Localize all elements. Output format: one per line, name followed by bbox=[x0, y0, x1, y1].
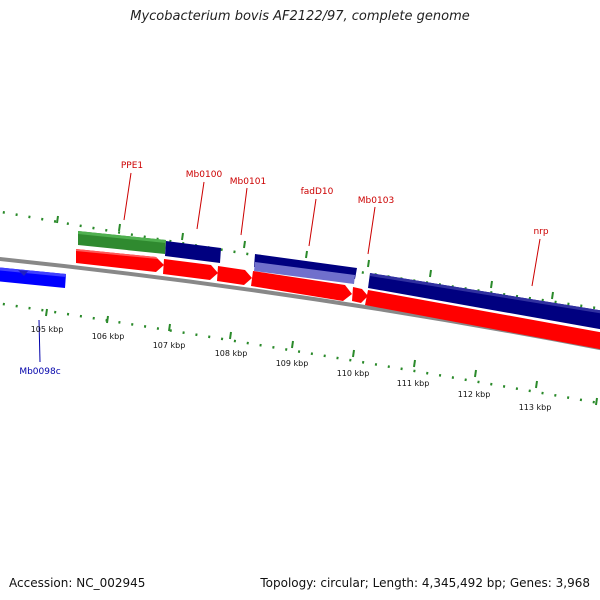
outer-major-tick bbox=[181, 232, 184, 241]
cds-forward-mb0103[interactable] bbox=[352, 287, 368, 303]
gene-label-mb0100[interactable]: Mb0100 bbox=[186, 170, 223, 180]
outer-major-tick bbox=[56, 215, 59, 224]
gene-label-ppe1[interactable]: PPE1 bbox=[121, 161, 143, 171]
gene-label-mb0098c[interactable]: Mb0098c bbox=[19, 367, 60, 377]
accession-label: Accession: NC_002945 bbox=[9, 576, 146, 590]
blast-hit-purple[interactable] bbox=[254, 262, 355, 284]
cds-forward-mb0101[interactable] bbox=[217, 266, 252, 285]
blast-hit-green[interactable] bbox=[78, 231, 166, 254]
leader-mb0098c bbox=[38, 319, 41, 363]
map-title: Mycobacterium bovis AF2122/97, complete … bbox=[130, 9, 470, 24]
gene-label-mb0103[interactable]: Mb0103 bbox=[358, 196, 394, 206]
forward-cds-ring bbox=[76, 249, 600, 350]
outer-tick-ring bbox=[0, 210, 600, 310]
inner-tick-dots bbox=[0, 302, 600, 405]
leader-mb0100 bbox=[196, 181, 205, 230]
topology-label: Topology: circular; Length: 4,345,492 bp… bbox=[260, 576, 590, 590]
scale-label: 109 kbp bbox=[276, 359, 309, 368]
outer-major-tick bbox=[429, 269, 432, 278]
scale-label: 105 kbp bbox=[31, 325, 64, 334]
scale-label: 108 kbp bbox=[215, 349, 248, 358]
blast-hit-navy[interactable] bbox=[368, 273, 600, 330]
inner-major-tick bbox=[474, 369, 477, 378]
scale-label: 113 kbp bbox=[519, 403, 552, 412]
blast-hit-navy-highlight bbox=[370, 273, 600, 314]
blast-hit-navy[interactable] bbox=[165, 241, 221, 263]
scale-labels: 105 kbp 106 kbp 107 kbp 108 kbp 109 kbp … bbox=[31, 325, 552, 412]
leader-ppe1 bbox=[123, 172, 132, 221]
scale-label: 107 kbp bbox=[153, 341, 186, 350]
cds-forward-nrp[interactable] bbox=[365, 290, 600, 350]
scale-label: 110 kbp bbox=[337, 369, 370, 378]
inner-major-tick bbox=[106, 315, 109, 324]
outer-major-tick bbox=[490, 280, 493, 289]
scale-label: 111 kbp bbox=[397, 379, 430, 388]
inner-major-tick bbox=[352, 349, 355, 358]
outer-major-tick bbox=[305, 250, 308, 259]
cds-forward-highlight bbox=[76, 249, 158, 259]
outer-major-tick bbox=[551, 291, 554, 300]
cds-forward-mb0100[interactable] bbox=[163, 259, 218, 280]
inner-major-tick bbox=[291, 340, 294, 349]
gene-labels: PPE1 Mb0100 Mb0101 fadD10 Mb0103 nrp Mb0… bbox=[19, 161, 549, 377]
leader-mb0103 bbox=[367, 206, 376, 255]
inner-major-tick bbox=[595, 397, 598, 406]
blast-hit-green-highlight bbox=[78, 231, 166, 243]
outer-major-tick bbox=[367, 259, 370, 268]
leader-nrp bbox=[531, 238, 541, 287]
blast-hit-ring bbox=[78, 231, 600, 330]
inner-major-tick bbox=[535, 380, 538, 389]
inner-major-tick bbox=[229, 331, 232, 340]
gene-label-fadd10[interactable]: fadD10 bbox=[301, 187, 334, 197]
cds-reverse-highlight bbox=[0, 267, 66, 277]
cds-reverse-arrow bbox=[18, 270, 28, 276]
scale-label: 106 kbp bbox=[92, 332, 125, 341]
inner-major-tick bbox=[413, 359, 416, 368]
gene-label-mb0101[interactable]: Mb0101 bbox=[230, 177, 266, 187]
label-leaders bbox=[38, 172, 541, 363]
outer-major-tick bbox=[118, 223, 121, 232]
inner-tick-ring bbox=[0, 302, 600, 406]
scale-label: 112 kbp bbox=[458, 390, 491, 399]
gene-label-nrp[interactable]: nrp bbox=[533, 227, 548, 237]
cds-forward-fadd10[interactable] bbox=[251, 271, 352, 301]
inner-major-tick bbox=[45, 308, 48, 317]
outer-major-tick bbox=[243, 240, 246, 249]
inner-major-tick bbox=[168, 323, 171, 332]
reverse-cds-ring bbox=[0, 267, 66, 288]
leader-fadd10 bbox=[308, 198, 317, 247]
leader-mb0101 bbox=[240, 187, 248, 236]
cds-forward-ppe1[interactable] bbox=[76, 249, 164, 272]
